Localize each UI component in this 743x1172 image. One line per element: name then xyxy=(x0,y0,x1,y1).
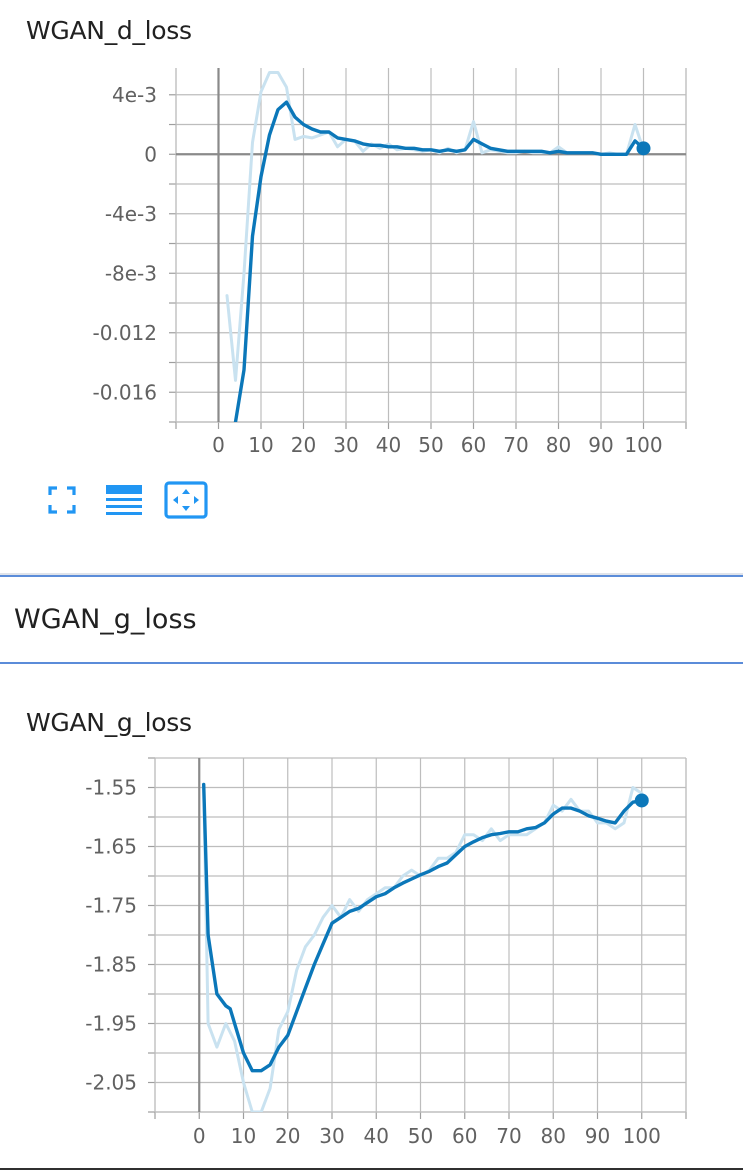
raw-series-line xyxy=(225,71,645,382)
y-tick-label: -1.55 xyxy=(85,776,137,800)
y-tick-label: -4e-3 xyxy=(105,202,157,226)
series-group xyxy=(201,782,644,1112)
fit-domain-icon xyxy=(164,481,208,519)
line-chart[interactable]: 0 10 20 30 40 50 60 70 80 90 100 4e-3 0 -4e-3 -8e-3 -0.… xyxy=(0,60,743,480)
x-tick-label: 0 xyxy=(212,433,225,457)
x-tick-label: 40 xyxy=(376,433,401,457)
smoothed-series-line xyxy=(233,100,646,422)
x-tick-label: 70 xyxy=(496,1124,521,1148)
series-group xyxy=(225,71,646,422)
y-tick-label: -0.012 xyxy=(93,321,157,345)
x-tick-label: 80 xyxy=(541,1124,566,1148)
y-tick-label: -1.65 xyxy=(85,835,137,859)
y-tick-label: -8e-3 xyxy=(105,261,157,285)
x-tick-label: 10 xyxy=(248,433,273,457)
data-table-icon xyxy=(106,485,142,515)
y-tick-label: -1.85 xyxy=(85,953,137,977)
chart-title: WGAN_g_loss xyxy=(26,708,192,737)
section-header-label: WGAN_g_loss xyxy=(14,603,197,635)
last-point-marker[interactable] xyxy=(636,141,651,156)
chart-toolbar xyxy=(40,480,226,520)
smoothed-series-line xyxy=(201,782,644,1073)
x-tick-label: 0 xyxy=(193,1124,206,1148)
bottom-rule xyxy=(0,1168,743,1170)
x-tick-label: 50 xyxy=(418,433,443,457)
data-table-button[interactable] xyxy=(102,480,146,520)
x-tick-label: 90 xyxy=(588,433,613,457)
section-header[interactable]: WGAN_g_loss xyxy=(0,578,743,662)
x-tick-label: 20 xyxy=(275,1124,300,1148)
x-tick-label: 60 xyxy=(461,433,486,457)
x-tick-label: 100 xyxy=(624,433,662,457)
y-tick-label: -1.95 xyxy=(85,1012,137,1036)
x-tick-label: 10 xyxy=(231,1124,256,1148)
y-tick-label: 4e-3 xyxy=(112,83,157,107)
y-tick-label: -2.05 xyxy=(85,1071,137,1095)
last-point-marker[interactable] xyxy=(634,793,649,808)
x-tick-label: 40 xyxy=(364,1124,389,1148)
x-tick-label: 20 xyxy=(291,433,316,457)
x-tick-label: 30 xyxy=(333,433,358,457)
x-tick-label: 70 xyxy=(503,433,528,457)
y-tick-label: -0.016 xyxy=(93,380,157,404)
x-tick-label: 60 xyxy=(452,1124,477,1148)
y-tick-label: -1.75 xyxy=(85,894,137,918)
y-tick-label: 0 xyxy=(144,142,157,166)
fullscreen-button[interactable] xyxy=(40,480,84,520)
x-tick-label: 50 xyxy=(408,1124,433,1148)
line-chart[interactable]: 0 10 20 30 40 50 60 70 80 90 100 -1.55 -1.65 -1.75 -1.… xyxy=(0,750,743,1160)
fit-domain-button[interactable] xyxy=(164,480,208,520)
x-tick-label: 90 xyxy=(585,1124,610,1148)
chart-title: WGAN_d_loss xyxy=(26,16,192,45)
x-tick-label: 100 xyxy=(623,1124,661,1148)
x-tick-label: 30 xyxy=(319,1124,344,1148)
section-divider xyxy=(0,573,743,577)
grid xyxy=(148,757,687,1119)
section-divider xyxy=(0,662,743,664)
fullscreen-icon xyxy=(48,486,76,514)
x-tick-label: 80 xyxy=(546,433,571,457)
